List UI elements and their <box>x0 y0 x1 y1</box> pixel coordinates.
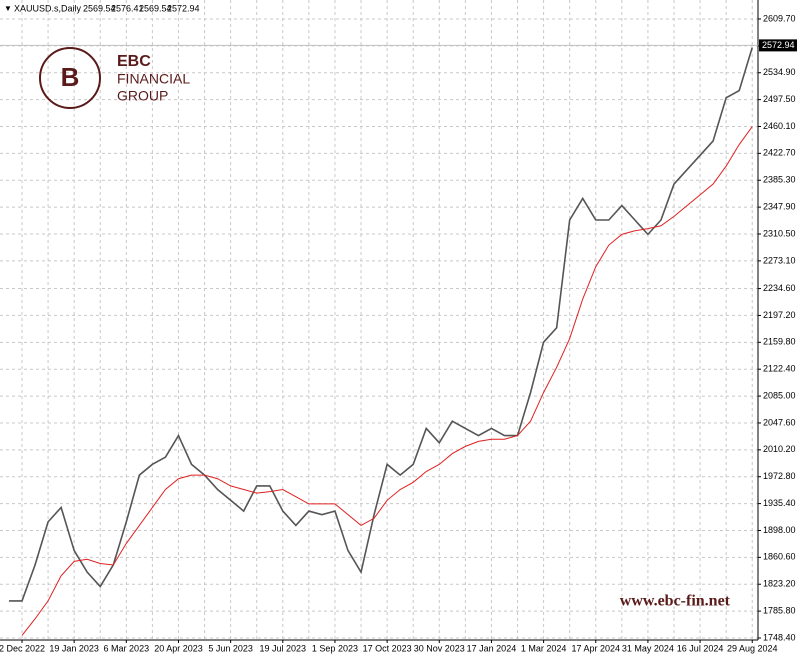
y-tick-label: 1972.80 <box>763 471 796 481</box>
y-tick-label: 2159.80 <box>763 337 796 347</box>
y-tick-label: 2273.10 <box>763 255 796 265</box>
grid <box>0 0 758 640</box>
y-tick-label: 2422.70 <box>763 148 796 158</box>
x-tick-label: 19 Jul 2023 <box>260 643 307 653</box>
y-tick-label: 2197.20 <box>763 310 796 320</box>
y-tick-label: 2122.40 <box>763 364 796 374</box>
x-tick-label: 16 Jul 2024 <box>677 643 724 653</box>
x-tick-label: 31 May 2024 <box>622 643 674 653</box>
y-tick-label: 2047.60 <box>763 417 796 427</box>
y-tick-label: 1748.40 <box>763 632 796 642</box>
header-value: 2572.94 <box>167 3 200 13</box>
y-tick-label: 2460.10 <box>763 121 796 131</box>
x-tick-label: 19 Jan 2023 <box>49 643 99 653</box>
y-tick-label: 2609.70 <box>763 13 796 23</box>
y-tick-label: 2234.60 <box>763 283 796 293</box>
price-label-box <box>759 39 797 52</box>
symbol-triangle: ▼ <box>4 4 12 13</box>
header-value: 2569.54 <box>139 3 172 13</box>
y-tick-label: 1785.80 <box>763 605 796 615</box>
header-value: 2569.54 <box>83 3 116 13</box>
logo-line: FINANCIAL <box>117 71 190 87</box>
y-tick-label: 2497.50 <box>763 94 796 104</box>
x-tick-label: 20 Apr 2023 <box>154 643 203 653</box>
logo-mark: B <box>61 62 80 92</box>
x-tick-label: 2 Dec 2022 <box>0 643 45 653</box>
logo-ring <box>39 47 101 109</box>
y-tick-label: 2010.20 <box>763 444 796 454</box>
logo-line: GROUP <box>117 88 168 104</box>
x-tick-label: 1 Mar 2024 <box>521 643 567 653</box>
y-tick-label: 1935.40 <box>763 498 796 508</box>
x-tick-label: 5 Jun 2023 <box>208 643 253 653</box>
y-tick-label: 1860.60 <box>763 552 796 562</box>
y-tick-label: 2085.00 <box>763 390 796 400</box>
x-tick-label: 17 Oct 2023 <box>363 643 412 653</box>
symbol: XAUUSD.s,Daily <box>14 3 82 13</box>
price-label: 2572.94 <box>762 40 795 50</box>
x-tick-label: 17 Jan 2024 <box>467 643 517 653</box>
x-tick-label: 29 Aug 2024 <box>727 643 778 653</box>
y-tick-label: 2347.90 <box>763 202 796 212</box>
series-line <box>21 126 753 636</box>
x-tick-label: 1 Sep 2023 <box>312 643 358 653</box>
logo-name: EBC <box>117 53 151 70</box>
series-line <box>8 47 754 602</box>
y-tick-label: 2310.50 <box>763 228 796 238</box>
header-value: 2576.41 <box>111 3 144 13</box>
y-tick-label: 1823.20 <box>763 579 796 589</box>
watermark: www.ebc-fin.net <box>620 593 731 610</box>
y-tick-label: 1898.00 <box>763 525 796 535</box>
x-tick-label: 30 Nov 2023 <box>414 643 465 653</box>
x-tick-label: 17 Apr 2024 <box>571 643 620 653</box>
y-tick-label: 2385.30 <box>763 175 796 185</box>
y-tick-label: 2534.90 <box>763 67 796 77</box>
x-tick-label: 6 Mar 2023 <box>104 643 150 653</box>
